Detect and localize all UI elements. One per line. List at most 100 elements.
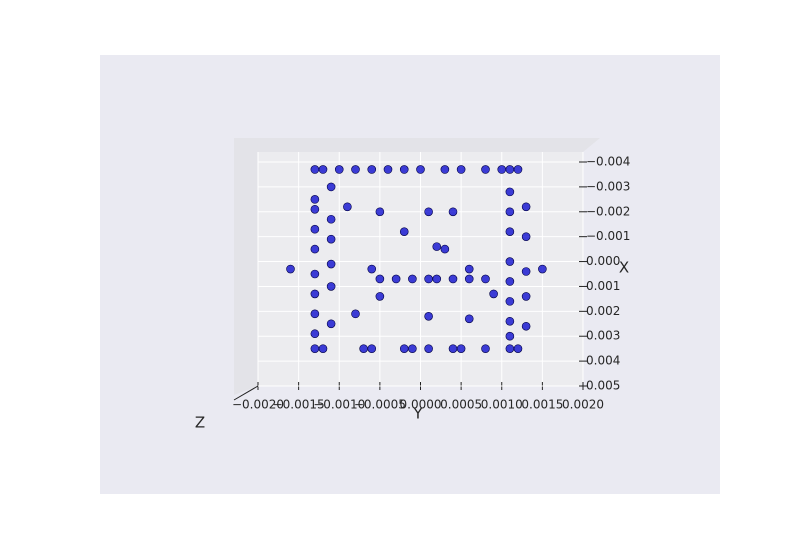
y-tick-label: −0.002 — [586, 204, 630, 218]
point — [432, 242, 442, 251]
point — [286, 264, 295, 274]
point — [464, 264, 474, 274]
point — [310, 195, 320, 204]
point — [513, 165, 523, 174]
point — [326, 182, 336, 192]
point — [521, 321, 531, 331]
point — [367, 264, 377, 274]
y-tick-label: −0.004 — [586, 155, 630, 169]
point — [310, 269, 320, 279]
point — [538, 264, 547, 274]
point — [375, 292, 385, 301]
point — [399, 227, 409, 236]
point — [310, 289, 320, 299]
point — [367, 344, 377, 353]
point — [310, 204, 320, 214]
point — [505, 257, 515, 266]
point — [310, 244, 320, 254]
point — [481, 274, 490, 284]
x-tick-label: −0.0010 — [313, 398, 365, 412]
point — [481, 344, 490, 353]
point — [424, 312, 433, 321]
point — [351, 165, 360, 174]
point — [505, 207, 515, 217]
x-tick-label: −0.0015 — [273, 398, 325, 412]
point — [464, 314, 474, 324]
point — [318, 344, 328, 353]
point — [310, 309, 320, 319]
point — [326, 282, 336, 291]
axis-label-x: X — [619, 259, 629, 277]
point — [440, 244, 450, 254]
point — [416, 165, 425, 174]
point — [326, 259, 336, 269]
point — [383, 165, 393, 174]
y-tick-label: 0.003 — [586, 329, 620, 343]
point — [343, 202, 352, 212]
point — [505, 187, 515, 197]
point — [521, 202, 531, 212]
point — [521, 232, 531, 241]
point — [481, 165, 490, 174]
point — [456, 165, 466, 174]
point — [440, 165, 450, 174]
point — [489, 289, 498, 299]
point — [375, 207, 385, 217]
point — [448, 274, 458, 284]
z-axis-line — [233, 385, 259, 401]
point — [464, 274, 474, 284]
point — [310, 224, 320, 234]
point — [432, 274, 442, 284]
point — [399, 344, 409, 353]
point — [310, 344, 320, 353]
x-tick-label: 0.0000 — [400, 398, 442, 412]
y-tick-label: 0.004 — [586, 354, 620, 368]
point — [424, 274, 433, 284]
point — [448, 344, 458, 353]
point — [391, 274, 401, 284]
point — [318, 165, 328, 174]
point — [359, 344, 368, 353]
y-tick-label: −0.003 — [586, 179, 630, 193]
point — [408, 344, 417, 353]
point — [326, 234, 336, 244]
point — [505, 316, 515, 326]
point — [505, 277, 515, 286]
point — [505, 165, 515, 174]
point — [505, 344, 515, 353]
point — [367, 165, 377, 174]
point — [310, 329, 320, 339]
axis-label-z: Z — [195, 414, 205, 432]
point — [505, 227, 515, 236]
point — [310, 165, 320, 174]
y-tick-label: 0.002 — [586, 304, 620, 318]
y-tick-label: −0.001 — [586, 229, 630, 243]
axis-label-y: Y — [412, 405, 423, 423]
point — [521, 292, 531, 301]
point — [505, 331, 515, 341]
x-tick-label: −0.0020 — [232, 398, 284, 412]
x-tick-label: 0.0015 — [521, 398, 563, 412]
point — [408, 274, 417, 284]
x-tick-label: 0.0010 — [481, 398, 523, 412]
point — [326, 319, 336, 329]
point — [399, 165, 409, 174]
point — [513, 344, 523, 353]
point — [448, 207, 458, 217]
point — [456, 344, 466, 353]
y-tick-label: 0.001 — [586, 279, 620, 293]
y-tick-label: 0.005 — [586, 379, 620, 393]
y-tick-label: 0.000 — [586, 254, 620, 268]
point — [375, 274, 385, 284]
point — [334, 165, 344, 174]
point — [351, 309, 360, 319]
point — [326, 214, 336, 224]
x-tick-label: 0.0020 — [562, 398, 604, 412]
point — [497, 165, 507, 174]
point — [521, 267, 531, 276]
x-tick-label: 0.0005 — [440, 398, 482, 412]
point — [424, 207, 433, 217]
point — [424, 344, 433, 353]
x-tick-label: −0.0005 — [354, 398, 406, 412]
